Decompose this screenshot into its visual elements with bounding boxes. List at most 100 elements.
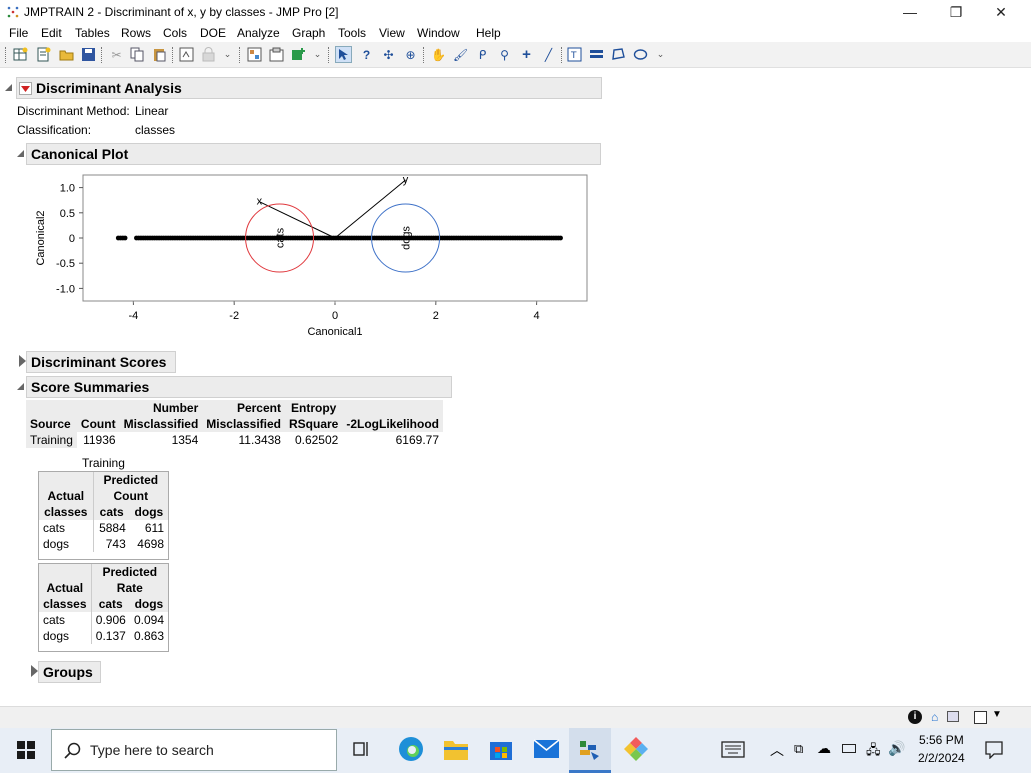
minimize-button[interactable]: — <box>903 4 917 20</box>
toolbar-separator <box>101 47 102 63</box>
groups-header[interactable]: Groups <box>38 661 101 683</box>
column-header <box>26 400 77 416</box>
windows-start-icon[interactable] <box>17 741 35 759</box>
brush-tool-icon[interactable]: 🖌 <box>452 47 469 62</box>
journal-icon[interactable] <box>178 46 195 63</box>
group-circle <box>371 203 441 273</box>
maximize-button[interactable]: ❐ <box>949 3 963 20</box>
disclosure-open-icon[interactable] <box>17 383 24 390</box>
taskbar-search-input[interactable]: Type here to search <box>51 729 337 771</box>
selection-tool-icon[interactable]: ✣ <box>383 47 394 62</box>
info-icon[interactable]: i <box>908 710 922 724</box>
new-script-icon[interactable] <box>35 46 52 63</box>
chevron-down-icon[interactable]: ⌄ <box>223 49 232 59</box>
column-header: -2LogLikelihood <box>346 417 440 431</box>
row-label: cats <box>43 521 66 535</box>
crosshair-tool-icon[interactable]: ⊕ <box>405 47 416 62</box>
keyboard-icon[interactable] <box>721 741 745 758</box>
predicted-header: Predicted <box>90 564 168 580</box>
lasso-tool-icon[interactable]: ᑭ <box>478 47 487 62</box>
menu-help[interactable]: Help <box>476 26 501 40</box>
crosshair-plus-icon[interactable]: + <box>522 46 531 63</box>
clock-date[interactable]: 2/2/2024 <box>918 751 965 765</box>
menu-edit[interactable]: Edit <box>41 26 62 40</box>
table-cell: 11936 <box>83 433 116 447</box>
arrow-tool-icon[interactable] <box>335 46 352 63</box>
close-button[interactable]: ✕ <box>995 3 1007 20</box>
grabber-hand-icon[interactable]: ✋ <box>431 47 446 62</box>
help-tool-icon[interactable]: ? <box>362 47 371 62</box>
magnifier-icon[interactable]: ⚲ <box>500 47 509 62</box>
open-folder-icon[interactable] <box>58 46 75 63</box>
edge-browser-icon[interactable] <box>398 736 424 762</box>
microsoft-store-icon[interactable] <box>488 736 514 762</box>
disclosure-open-icon[interactable] <box>17 150 24 157</box>
y-tick-label: -0.5 <box>56 258 75 270</box>
discriminant-scores-header[interactable]: Discriminant Scores <box>26 351 176 373</box>
disclosure-closed-icon[interactable] <box>19 355 26 367</box>
task-view-icon[interactable] <box>353 740 371 758</box>
home-icon[interactable]: ⌂ <box>931 710 939 724</box>
menu-view[interactable]: View <box>379 26 405 40</box>
notifications-icon[interactable] <box>985 741 1003 759</box>
app-diamond-icon[interactable] <box>623 736 649 762</box>
cut-icon[interactable]: ✂ <box>111 47 122 62</box>
canonical-plot[interactable]: 1.0 0.5 0 -0.5 -1.0 -4 -2 0 2 4 x y cats dogs Cano… <box>20 168 600 343</box>
menu-file[interactable]: File <box>9 26 29 40</box>
data-table-list-icon[interactable] <box>246 46 263 63</box>
window-size-icon[interactable] <box>974 711 987 724</box>
onedrive-icon[interactable]: ☁ <box>817 740 831 756</box>
meet-now-icon[interactable]: ⧉ <box>794 741 804 756</box>
chevron-down-icon[interactable]: ⌄ <box>656 49 665 59</box>
score-summaries-header: Score Summaries <box>26 376 452 398</box>
column-header <box>77 400 120 416</box>
network-icon[interactable]: 🖧 <box>866 742 881 757</box>
menu-tools[interactable]: Tools <box>338 26 367 40</box>
copy-icon[interactable] <box>129 46 146 63</box>
annotate-text-icon[interactable]: T <box>566 46 583 63</box>
score-summaries-title: Score Summaries <box>31 379 150 395</box>
new-data-table-icon[interactable] <box>12 46 29 63</box>
disclosure-closed-icon[interactable] <box>31 665 38 677</box>
table-cell: 11.3438 <box>238 433 281 447</box>
y-axis-label: Canonical2 <box>35 210 47 265</box>
search-placeholder: Type here to search <box>90 742 214 758</box>
row-label: Training <box>26 432 77 448</box>
menu-cols[interactable]: Cols <box>163 26 188 40</box>
menu-tables[interactable]: Tables <box>75 26 110 40</box>
disclosure-open-icon[interactable] <box>5 84 12 91</box>
discriminant-scores-title: Discriminant Scores <box>31 354 167 370</box>
menu-doe[interactable]: DOE <box>200 26 227 40</box>
taskbar-jmp-active[interactable] <box>569 728 611 773</box>
chevron-up-icon[interactable]: ︿ <box>770 742 784 758</box>
volume-icon[interactable]: 🔊 <box>888 740 906 756</box>
menu-analyze[interactable]: Analyze <box>237 26 280 40</box>
lock-icon[interactable] <box>200 46 217 63</box>
mail-icon[interactable] <box>533 737 560 761</box>
menu-rows[interactable]: Rows <box>121 26 152 40</box>
menu-graph[interactable]: Graph <box>292 26 326 40</box>
paste-icon[interactable] <box>151 46 168 63</box>
file-explorer-icon[interactable] <box>443 737 469 761</box>
y-tick-label: 0.5 <box>60 208 75 220</box>
menu-window[interactable]: Window <box>417 26 460 40</box>
actual-header: Actual <box>47 489 85 503</box>
oval-tool-icon[interactable] <box>632 46 649 63</box>
chevron-down-icon[interactable]: ⌄ <box>313 49 322 59</box>
save-icon[interactable] <box>80 46 97 63</box>
column-header <box>342 400 443 416</box>
line-tool-icon[interactable]: ╱ <box>544 47 553 62</box>
group-label: cats <box>275 227 287 248</box>
data-point <box>122 235 128 241</box>
polygon-tool-icon[interactable] <box>610 46 627 63</box>
clock-time[interactable]: 5:56 PM <box>919 733 964 747</box>
home-window-icon[interactable] <box>268 46 285 63</box>
add-window-icon[interactable] <box>290 46 307 63</box>
window-list-icon[interactable] <box>947 711 959 722</box>
red-triangle-menu-icon[interactable] <box>19 82 32 95</box>
biplot-ray <box>334 179 406 239</box>
battery-icon[interactable] <box>842 744 856 753</box>
chevron-down-icon[interactable]: ▼ <box>992 709 1002 720</box>
y-tick-label: -1.0 <box>56 283 75 295</box>
simple-shape-icon[interactable] <box>588 46 605 63</box>
